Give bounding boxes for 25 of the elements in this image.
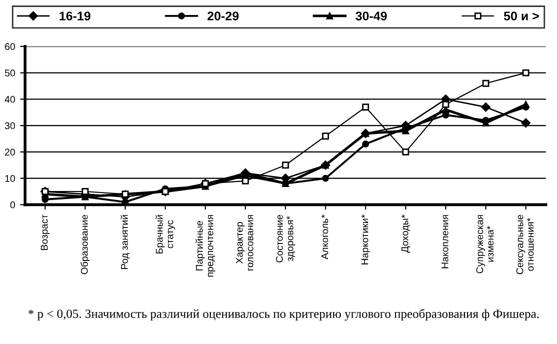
- y-tick-label: 30: [4, 122, 15, 130]
- x-tick-label: Партийные предпочтения: [195, 215, 216, 277]
- x-tick-label: Супружеская измена*: [476, 215, 494, 274]
- x-tick-label: Образование: [80, 214, 90, 274]
- x-tick-label: Доходы*: [401, 214, 410, 253]
- y-tick-label: 50: [4, 70, 15, 76]
- legend-label: 30-49: [356, 12, 387, 20]
- x-tick-label: Сексуальные отношения*: [516, 214, 534, 274]
- y-tick-label: 20: [5, 148, 15, 156]
- x-tick-label: Возраст: [40, 214, 50, 250]
- legend-label: 16-19: [60, 12, 90, 20]
- x-tick-label: Характер голосования: [236, 215, 254, 270]
- legend-label: 20-29: [208, 12, 239, 20]
- text: * р < 0,05. Значимость различий оценивалось по критерию углового преобразования ф Фишера.: [28, 308, 539, 321]
- x-tick-label: Брачный статус: [155, 215, 176, 254]
- x-tick-label: Накопления: [442, 215, 448, 268]
- x-tick-label: Состояние здоровья*: [276, 214, 296, 262]
- x-tick-label: Род занятий: [120, 215, 130, 270]
- legend-label: 50 и >: [504, 12, 539, 20]
- x-tick-label: Наркотики*: [361, 214, 370, 264]
- x-tick-label: Алкоголь*: [321, 214, 328, 260]
- y-tick-label: 10: [5, 175, 15, 182]
- y-tick-label: 60: [5, 43, 15, 50]
- y-tick-label: 0: [10, 201, 15, 208]
- y-tick-label: 40: [4, 96, 15, 103]
